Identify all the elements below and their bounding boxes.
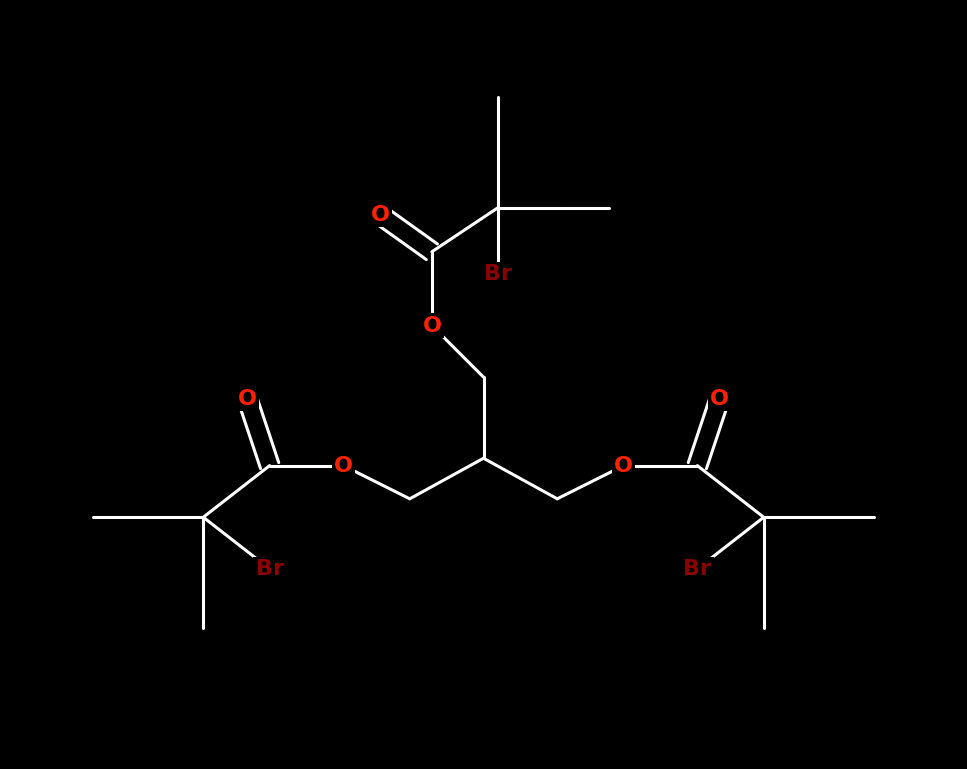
Text: Br: Br	[684, 559, 712, 579]
Text: O: O	[238, 389, 257, 409]
Text: Br: Br	[255, 559, 283, 579]
Text: Br: Br	[484, 264, 513, 284]
Text: O: O	[370, 205, 390, 225]
Text: O: O	[423, 315, 441, 335]
Text: O: O	[334, 455, 353, 475]
Text: O: O	[614, 455, 633, 475]
Text: O: O	[710, 389, 729, 409]
